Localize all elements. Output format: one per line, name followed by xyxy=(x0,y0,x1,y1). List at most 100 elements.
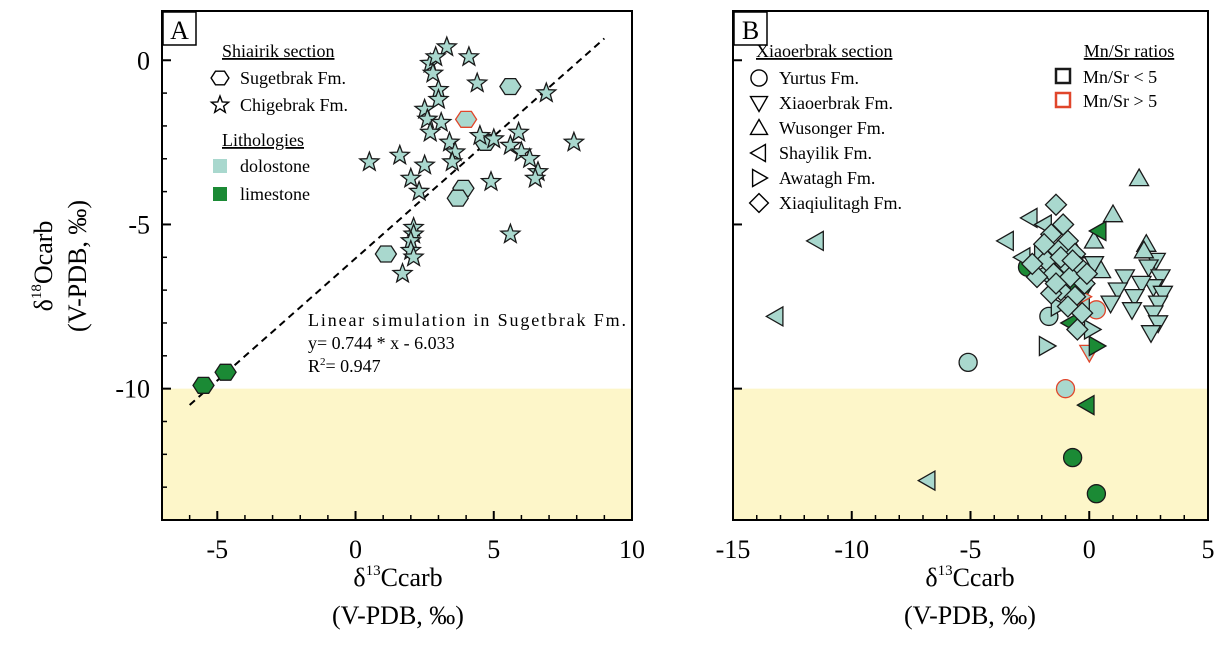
data-point-diamond xyxy=(1065,318,1089,341)
data-point-star xyxy=(523,166,547,189)
legend-b-entry-yurtus: Yurtus Fm. xyxy=(779,68,859,88)
panel-b-points xyxy=(764,167,1174,504)
y-tick-label: -10 xyxy=(115,375,150,404)
data-point-triangle-left xyxy=(805,230,824,252)
legend-a-entry-limestone: limestone xyxy=(240,184,310,204)
legend-b-entry-xiaoerbrak: Xiaoerbrak Fm. xyxy=(779,93,893,113)
data-point-hexagon xyxy=(499,77,522,96)
y-axis-title: δ18Ocarb (V-PDB, ‰) xyxy=(29,200,92,332)
x-axis-label-b: δ13Ccarb xyxy=(925,563,1014,592)
data-point-star xyxy=(402,245,425,267)
x-axis-unit-a: (V-PDB, ‰) xyxy=(332,601,464,630)
y-axis-label: δ18Ocarb xyxy=(29,221,58,312)
panel-a-label-box xyxy=(162,11,197,46)
data-point-star xyxy=(465,71,489,93)
data-point-triangle-right xyxy=(1088,335,1108,357)
legend-marker-triangle-left xyxy=(749,143,767,163)
panel-b-ticks: -15 -10 -5 0 5 xyxy=(716,59,1215,564)
data-point-triangle-down xyxy=(1152,285,1174,305)
data-point-triangle-up xyxy=(1083,230,1105,249)
panel-a-points xyxy=(192,35,586,394)
data-point-star xyxy=(562,130,586,152)
data-point-star xyxy=(499,222,522,244)
legend-b-entry-mn-high: Mn/Sr > 5 xyxy=(1083,91,1157,111)
data-point-circle xyxy=(1055,378,1076,399)
fit-r2-sup: 2 xyxy=(320,356,326,368)
legend-a-entry-sugetbrak: Sugetbrak Fm. xyxy=(240,68,346,88)
fit-r2-prefix: R xyxy=(308,356,320,376)
data-point-star xyxy=(407,179,431,202)
x-tick-label: 5 xyxy=(487,535,500,564)
legend-a-title: Shiairik section xyxy=(222,41,334,61)
legend-b-marker-triangle-up xyxy=(749,118,769,136)
data-point-star xyxy=(413,97,436,120)
fit-annotation: Linear simulation in Sugetbrak Fm. y= 0.… xyxy=(308,310,626,376)
data-point-diamond xyxy=(1020,252,1044,276)
data-point-star xyxy=(435,35,459,57)
x-tick-label: -15 xyxy=(716,535,751,564)
legend-b-entry-shayilik: Shayilik Fm. xyxy=(779,143,872,163)
panel-b: -15 -10 -5 0 5 B Xiaoerbrak section Yurtus F… xyxy=(716,10,1215,564)
data-point-triangle-down xyxy=(1147,295,1169,315)
legend-b-marker-diamond xyxy=(748,192,770,214)
data-point-triangle-down xyxy=(1137,259,1160,278)
panel-a-label: A xyxy=(170,16,189,45)
legend-b-marker-triangle-right xyxy=(751,168,769,188)
data-point-triangle-down xyxy=(1149,269,1172,288)
data-point-triangle-down xyxy=(1121,302,1143,321)
data-point-triangle-left xyxy=(1087,220,1107,242)
x-tick-label: 10 xyxy=(619,535,645,564)
data-point-triangle-left xyxy=(916,469,936,492)
data-point-triangle-left xyxy=(1019,207,1038,229)
data-point-triangle-down xyxy=(1130,275,1153,295)
panel-a-legend: Shiairik section Sugetbrak Fm. Chigebrak… xyxy=(209,41,348,204)
fit-line xyxy=(188,37,606,406)
data-point-star xyxy=(418,120,442,143)
x-tick-label: 0 xyxy=(349,535,362,564)
data-point-star xyxy=(358,150,381,172)
legend-b-swatch-mn-high xyxy=(1054,91,1072,109)
fit-r2-value: = 0.947 xyxy=(326,356,381,376)
panel-b-label: B xyxy=(742,16,759,45)
data-point-hexagon xyxy=(454,110,478,128)
data-point-triangle-down xyxy=(1140,325,1162,344)
data-point-diamond xyxy=(1061,249,1085,272)
data-point-triangle-down xyxy=(1123,288,1146,308)
legend-a-lith-title: Lithologies xyxy=(222,130,304,150)
x-tick-label: -10 xyxy=(834,535,869,564)
legend-b-entry-awatagh: Awatagh Fm. xyxy=(779,168,875,188)
legend-a-swatch-dolostone xyxy=(213,159,227,173)
data-point-star xyxy=(416,107,439,130)
y-tick-label: -5 xyxy=(128,210,150,239)
legend-marker-star xyxy=(209,93,231,114)
panel-a-band xyxy=(162,388,632,520)
data-point-star xyxy=(468,123,492,146)
data-point-triangle-up xyxy=(1128,167,1150,187)
legend-b-entry-wusonger: Wusonger Fm. xyxy=(779,118,885,138)
data-point-star xyxy=(518,146,541,169)
data-point-circle xyxy=(1062,447,1083,468)
data-point-star xyxy=(438,130,461,152)
x-tick-label: -5 xyxy=(960,535,982,564)
legend-b-swatch-mn-low xyxy=(1054,67,1072,85)
panel-b-band xyxy=(733,388,1208,520)
x-tick-label: -5 xyxy=(206,535,228,564)
data-point-circle xyxy=(958,352,978,373)
data-point-hexagon xyxy=(214,363,237,381)
x-tick-label: 0 xyxy=(1083,535,1096,564)
legend-a-marker-star xyxy=(209,93,231,114)
data-point-triangle-down xyxy=(1107,282,1129,301)
y-tick-label: 0 xyxy=(137,46,150,75)
data-point-star xyxy=(535,81,558,103)
fit-equation: y= 0.744 * x - 6.033 xyxy=(308,333,455,353)
data-point-triangle-down xyxy=(1142,305,1165,324)
data-point-star xyxy=(413,153,436,175)
legend-a-entry-chigebrak: Chigebrak Fm. xyxy=(240,95,348,115)
data-point-diamond xyxy=(1044,272,1068,295)
legend-b-title: Xiaoerbrak section xyxy=(756,41,892,61)
legend-marker-circle xyxy=(750,69,768,87)
data-point-hexagon xyxy=(446,189,470,207)
legend-b-entry-xiaqiulitagh: Xiaqiulitagh Fm. xyxy=(779,193,902,213)
data-point-diamond xyxy=(1044,193,1068,217)
